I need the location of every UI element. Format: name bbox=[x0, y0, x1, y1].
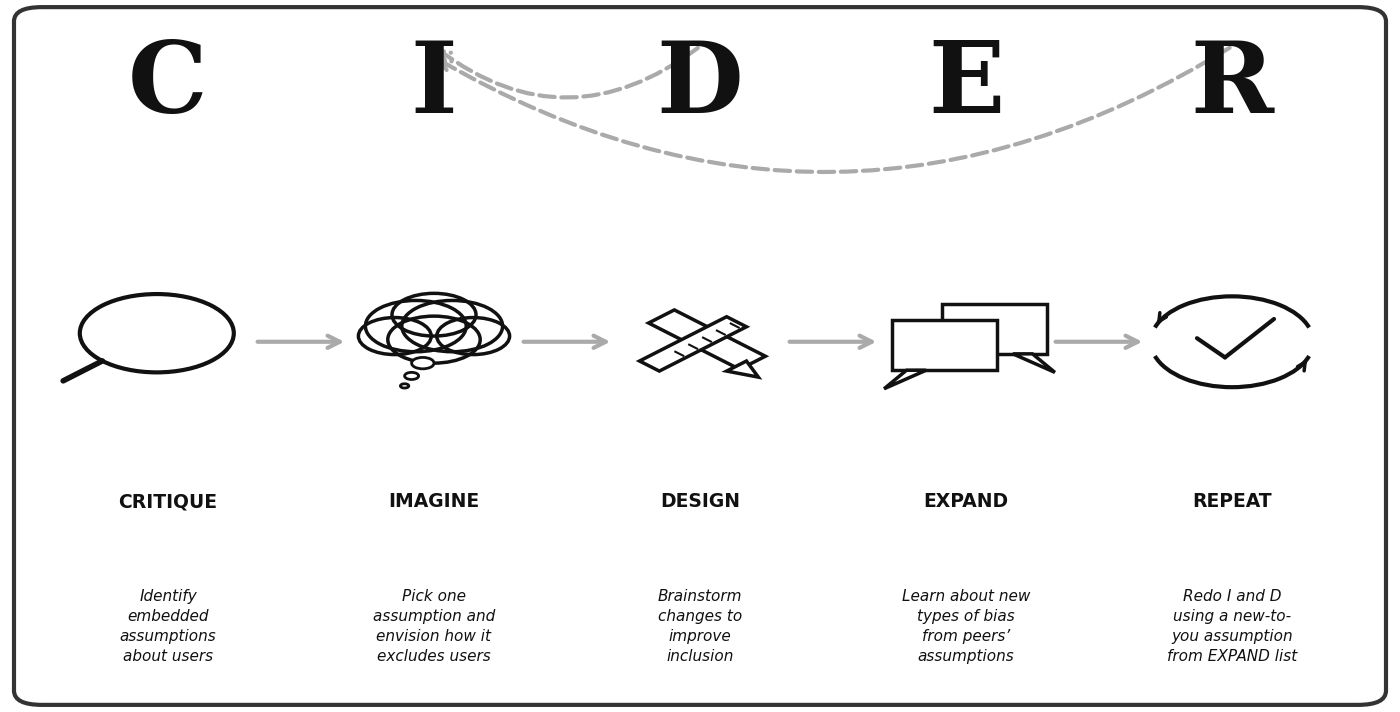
Circle shape bbox=[437, 318, 510, 355]
Polygon shape bbox=[1012, 354, 1056, 372]
Circle shape bbox=[392, 293, 476, 336]
Polygon shape bbox=[648, 310, 766, 370]
Text: IMAGINE: IMAGINE bbox=[388, 493, 480, 511]
FancyBboxPatch shape bbox=[941, 304, 1047, 354]
Polygon shape bbox=[885, 370, 927, 389]
Text: I: I bbox=[410, 37, 458, 134]
Circle shape bbox=[365, 300, 466, 352]
Text: Redo I and D
using a new-to-
you assumption
from EXPAND list: Redo I and D using a new-to- you assumpt… bbox=[1166, 590, 1298, 664]
Text: Brainstorm
changes to
improve
inclusion: Brainstorm changes to improve inclusion bbox=[658, 590, 742, 664]
Circle shape bbox=[388, 316, 480, 363]
Text: R: R bbox=[1190, 37, 1274, 134]
Text: EXPAND: EXPAND bbox=[924, 493, 1008, 511]
Text: Identify
embedded
assumptions
about users: Identify embedded assumptions about user… bbox=[119, 590, 217, 664]
Text: C: C bbox=[129, 37, 207, 134]
Text: Learn about new
types of bias
from peers’
assumptions: Learn about new types of bias from peers… bbox=[902, 590, 1030, 664]
Text: DESIGN: DESIGN bbox=[659, 493, 741, 511]
FancyBboxPatch shape bbox=[14, 7, 1386, 705]
Circle shape bbox=[402, 300, 503, 352]
Text: E: E bbox=[928, 37, 1004, 134]
Text: CRITIQUE: CRITIQUE bbox=[119, 493, 217, 511]
Circle shape bbox=[405, 372, 419, 379]
FancyBboxPatch shape bbox=[893, 320, 997, 370]
Circle shape bbox=[358, 318, 431, 355]
Text: Pick one
assumption and
envision how it
excludes users: Pick one assumption and envision how it … bbox=[372, 590, 496, 664]
Polygon shape bbox=[640, 317, 746, 371]
Circle shape bbox=[400, 384, 409, 388]
Text: D: D bbox=[657, 37, 743, 134]
Text: REPEAT: REPEAT bbox=[1193, 493, 1271, 511]
Polygon shape bbox=[727, 361, 759, 377]
Circle shape bbox=[412, 357, 434, 369]
